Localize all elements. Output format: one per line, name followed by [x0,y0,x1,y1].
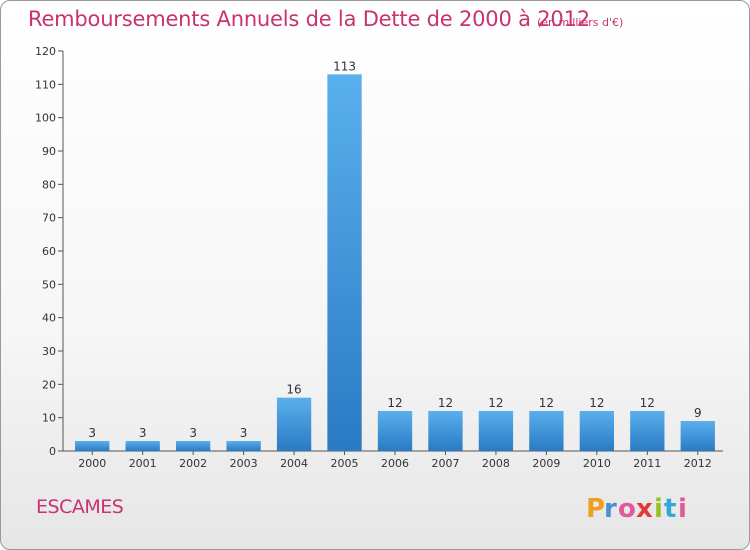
bar-2003 [226,441,261,451]
bar-2005 [327,74,362,451]
x-tick-label: 2009 [532,457,560,470]
logo-letter: o [618,494,636,524]
x-tick-label: 2003 [230,457,258,470]
x-tick-label: 2001 [129,457,157,470]
x-tick-label: 2010 [583,457,611,470]
logo-letter: t [664,494,676,524]
bar-2011 [630,411,665,451]
y-tick-label: 100 [35,112,56,125]
y-tick-label: 70 [42,212,56,225]
value-label: 3 [139,426,147,440]
chart-unit: (en milliers d'€) [537,16,624,29]
logo-letter: x [636,494,653,524]
value-label: 16 [286,383,301,397]
y-tick-label: 60 [42,245,56,258]
y-tick-label: 110 [35,78,56,91]
y-tick-label: 80 [42,178,56,191]
x-tick-label: 2007 [431,457,459,470]
value-label: 12 [640,396,655,410]
bar-2006 [377,411,413,451]
proxiti-logo: Pr o x i t i [586,494,687,524]
value-label: 12 [488,396,503,410]
y-tick-label: 120 [35,45,56,58]
bar-2002 [175,441,211,451]
logo-letter: r [604,494,617,524]
value-label: 3 [240,426,248,440]
bar-2008 [478,411,514,451]
value-label: 12 [539,396,554,410]
y-tick-label: 0 [49,445,56,458]
commune-name: ESCAMES [36,496,124,518]
value-label: 3 [88,426,96,440]
x-tick-label: 2005 [331,457,359,470]
x-tick-label: 2000 [78,457,106,470]
value-label: 12 [387,396,402,410]
logo-letter: P [586,494,605,524]
bar-2010 [579,411,615,451]
logo-letter: i [654,494,663,524]
x-tick-label: 2012 [684,457,712,470]
chart-title: Remboursements Annuels de la Dette de 20… [28,7,590,31]
value-label: 12 [438,396,453,410]
x-tick-label: 2004 [280,457,308,470]
x-tick-label: 2008 [482,457,510,470]
bar-2000 [75,441,110,451]
value-label: 113 [333,59,356,73]
y-tick-label: 50 [42,278,56,291]
bar-2009 [529,411,564,451]
x-tick-label: 2006 [381,457,409,470]
y-tick-label: 40 [42,312,56,325]
y-tick-label: 20 [42,378,56,391]
y-tick-label: 90 [42,145,56,158]
y-tick-label: 30 [42,345,56,358]
value-label: 12 [589,396,604,410]
y-tick-label: 10 [42,412,56,425]
bar-2012 [680,421,715,451]
value-label: 3 [189,426,197,440]
x-tick-label: 2002 [179,457,207,470]
value-label: 9 [694,406,702,420]
bar-2004 [276,397,312,451]
bar-2007 [428,411,463,451]
bar-2001 [125,441,160,451]
logo-letter: i [678,494,687,524]
x-tick-label: 2011 [633,457,661,470]
